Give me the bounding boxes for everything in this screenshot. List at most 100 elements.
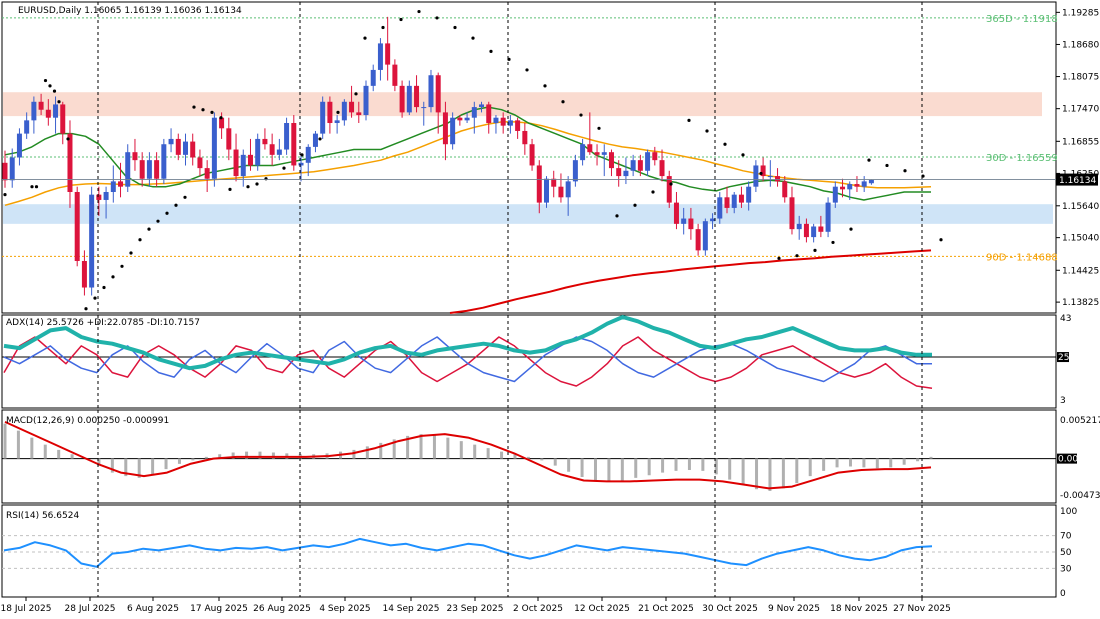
time-label: 27 Nov 2025 [893, 604, 951, 614]
candle-body [645, 152, 651, 171]
macd-histogram-bar [124, 458, 128, 477]
level-label: 30D - 1.16559 [986, 153, 1058, 164]
candle-body [139, 160, 145, 179]
candle-body [840, 186, 846, 190]
macd-histogram-bar [191, 458, 195, 461]
macd-histogram-bar [674, 458, 678, 471]
macd-histogram-bar [875, 458, 879, 469]
sar-dot [597, 126, 601, 130]
candle-body [60, 104, 66, 134]
candle-body [753, 165, 759, 187]
macd-histogram-bar [714, 458, 718, 475]
macd-histogram-bar [607, 458, 611, 482]
rsi-tick: 70 [1060, 532, 1072, 542]
macd-histogram-bar [768, 458, 772, 491]
current-price-tag [1056, 173, 1098, 186]
candle-body [637, 160, 643, 171]
time-label: 17 Aug 2025 [190, 604, 248, 614]
candle-body [710, 218, 716, 222]
candle-body [507, 120, 513, 126]
candle-body [702, 221, 708, 251]
candle-body [406, 85, 412, 113]
candle-body [558, 186, 564, 198]
candle-body [146, 160, 152, 179]
candle-body [211, 117, 217, 179]
candle-body [312, 133, 318, 147]
price-label: 1.14425 [1062, 266, 1099, 276]
candle-body [681, 218, 687, 224]
macd-histogram-bar [432, 435, 436, 459]
candle-body [219, 117, 225, 129]
rsi-pane[interactable]: 100 70 50 30 0 [1, 504, 1077, 599]
sar-dot [939, 238, 943, 242]
sar-dot [705, 129, 709, 133]
candle-body [276, 149, 282, 155]
sar-dot [687, 118, 691, 122]
level-label: 365D - 1.1918 [986, 14, 1058, 25]
macd-histogram-bar [553, 458, 557, 466]
macd-histogram-bar [593, 458, 597, 481]
adx-pane[interactable]: 43 25 3 [1, 314, 1071, 409]
macd-histogram-bar [808, 458, 812, 477]
price-label: 1.19285 [1062, 8, 1099, 18]
candle-body [38, 101, 44, 110]
candle-body [731, 194, 737, 208]
macd-histogram-bar [835, 458, 839, 468]
candle-body [74, 191, 80, 261]
sar-dot [246, 185, 250, 189]
rsi-tick: 100 [1060, 507, 1077, 517]
price-label: 1.18680 [1062, 40, 1099, 50]
macd-histogram-bar [848, 458, 852, 467]
macd-histogram-bar [365, 446, 369, 459]
candle-body [154, 160, 160, 179]
rsi-tick: 0 [1060, 589, 1066, 599]
symbol-header: EURUSD,Daily 1.16065 1.16139 1.16036 1.1… [18, 6, 242, 16]
sar-dot [777, 256, 781, 260]
candle-body [695, 229, 701, 251]
price-label: 1.18075 [1062, 73, 1099, 83]
candle-body [9, 157, 15, 181]
rsi-tick: 30 [1060, 564, 1072, 574]
sar-dot [741, 153, 745, 157]
candle-body [305, 146, 311, 163]
macd-pane[interactable]: 0.005217 0.00 -0.004732 [1, 409, 1100, 504]
candle-body [450, 117, 456, 145]
candle-body [334, 120, 340, 124]
macd-signal-line [4, 420, 932, 490]
sar-dot [813, 248, 817, 252]
macd-tick: 0.00 [1058, 455, 1078, 465]
candle-body [399, 85, 405, 113]
candle-body [565, 181, 571, 198]
candle-body [688, 218, 694, 230]
sar-dot [93, 296, 97, 300]
macd-histogram-bar [567, 458, 571, 472]
macd-histogram-bar [352, 449, 356, 459]
adx-line [3, 315, 932, 371]
candle-body [832, 186, 838, 203]
candle-body [536, 165, 542, 203]
candle-body [247, 154, 253, 166]
sar-dot [147, 227, 151, 231]
candle-body [175, 138, 181, 155]
macd-histogram-bar [379, 442, 383, 459]
sar-dot [903, 169, 907, 173]
sar-dot [183, 195, 187, 199]
macd-histogram-bar [218, 454, 222, 459]
rsi-frame [1, 504, 1057, 598]
macd-histogram-bar [822, 458, 826, 471]
candle-body [471, 107, 477, 118]
candle-body [479, 104, 485, 108]
candle-body [782, 181, 788, 198]
sar-dot [111, 275, 115, 279]
macd-histogram-bar [620, 458, 624, 481]
candle-body [327, 101, 333, 124]
candle-body [515, 120, 521, 131]
candle-body [320, 101, 326, 134]
sar-dot [849, 227, 853, 231]
macd-histogram-bar [151, 458, 155, 475]
price-label: 1.15040 [1062, 234, 1099, 244]
macd-histogram-bar [231, 452, 235, 459]
sar-dot [300, 153, 304, 157]
price-pane[interactable]: 1.192851.186801.180751.174701.168551.162… [1, 1, 1099, 314]
